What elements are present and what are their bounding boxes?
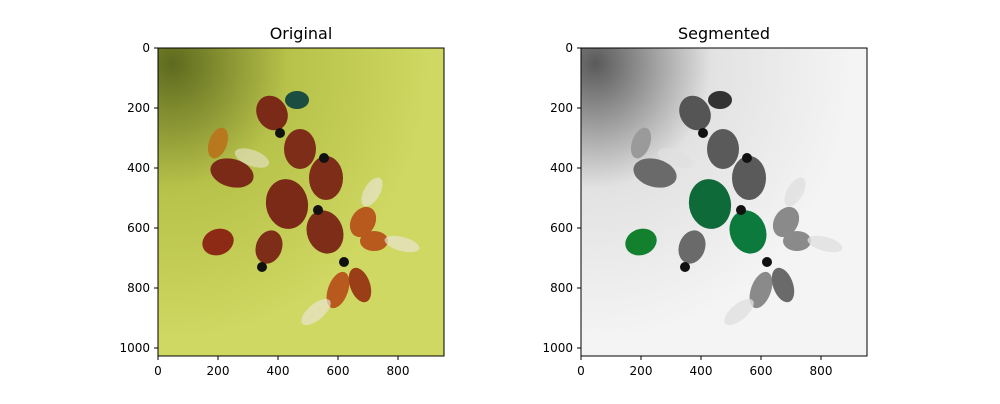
x-tick-label: 600 <box>750 364 773 378</box>
x-tick-label: 400 <box>690 364 713 378</box>
plot-frame <box>157 47 445 357</box>
y-tick-label: 200 <box>550 101 573 115</box>
x-tick-label: 200 <box>630 364 653 378</box>
y-tick-label: 800 <box>127 281 150 295</box>
panel-title: Segmented <box>678 24 770 43</box>
plot-frame <box>580 47 868 357</box>
x-tick-label: 0 <box>154 364 162 378</box>
y-tick-label: 400 <box>127 161 150 175</box>
x-tick-label: 200 <box>207 364 230 378</box>
ladybug-cluster <box>625 91 843 326</box>
original-image <box>158 48 444 356</box>
axis-ticks: 0 200 400 600 800 0 200 400 600 800 1000 0 200 400 600… <box>119 41 832 378</box>
x-tick-label: 0 <box>577 364 585 378</box>
panel-title: Original <box>270 24 333 43</box>
y-tick-label: 0 <box>565 41 573 55</box>
x-tick-label: 800 <box>387 364 410 378</box>
x-tick-label: 600 <box>327 364 350 378</box>
y-tick-label: 1000 <box>542 341 573 355</box>
panel-original: Original <box>157 24 445 357</box>
y-tick-label: 600 <box>127 221 150 235</box>
x-tick-label: 400 <box>267 364 290 378</box>
y-tick-label: 0 <box>142 41 150 55</box>
y-tick-label: 600 <box>550 221 573 235</box>
segmented-image <box>581 48 867 356</box>
panel-segmented: Segmented <box>580 24 868 357</box>
x-tick-label: 800 <box>810 364 833 378</box>
y-tick-label: 800 <box>550 281 573 295</box>
y-tick-label: 200 <box>127 101 150 115</box>
ladybug-cluster <box>202 91 420 326</box>
y-tick-label: 1000 <box>119 341 150 355</box>
y-tick-label: 400 <box>550 161 573 175</box>
